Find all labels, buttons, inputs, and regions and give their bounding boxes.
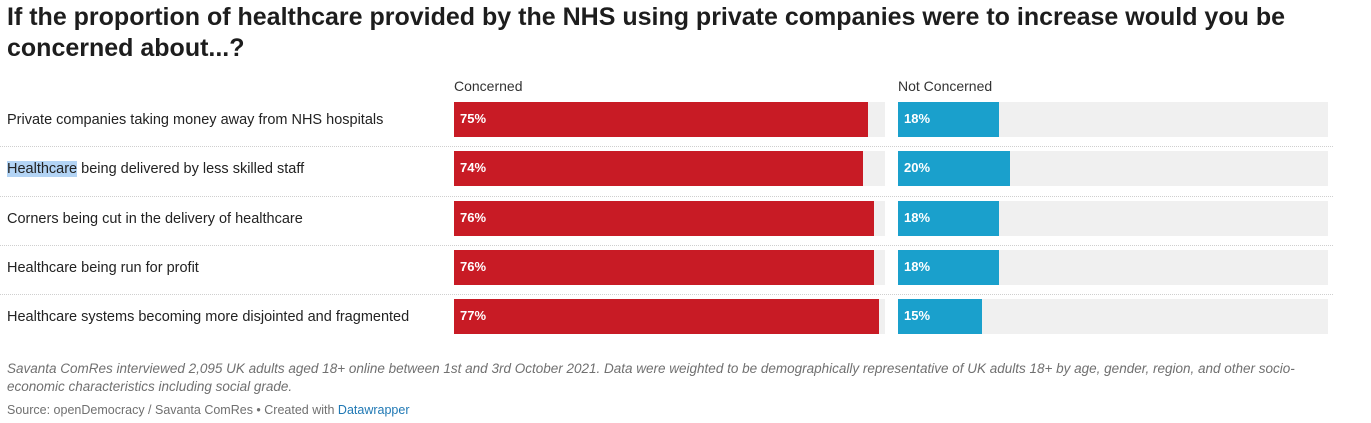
row-divider — [0, 244, 1333, 246]
bar-track: 18% — [898, 200, 1328, 236]
bar-value-label: 75% — [460, 111, 487, 126]
bar-value-label: 18% — [904, 258, 931, 274]
chart-title: If the proportion of healthcare provided… — [7, 3, 1286, 62]
bar-not-concerned: 18% — [898, 200, 999, 236]
column-header-concerned: Concerned — [454, 78, 523, 94]
bar-track: 76% — [454, 200, 885, 236]
bar-track: 15% — [898, 299, 1328, 334]
bar-concerned: 74% — [454, 151, 863, 187]
bar-track: 76% — [454, 249, 885, 285]
category-label: Healthcare being run for profit — [7, 259, 199, 276]
bar-concerned: 75% — [454, 102, 868, 137]
bar-value-label: 76% — [460, 209, 487, 225]
bar-concerned: 76% — [454, 200, 874, 236]
bar-concerned: 76% — [454, 249, 874, 285]
bar-track: 18% — [898, 102, 1328, 137]
row-divider — [0, 294, 1333, 295]
bar-value-label: 74% — [460, 160, 487, 176]
category-label: Healthcare systems becoming more disjoin… — [7, 309, 410, 325]
bar-concerned: 77% — [454, 299, 879, 334]
bar-track: 77% — [454, 299, 885, 334]
bar-value-label: 18% — [904, 209, 931, 225]
chart-notes: Savanta ComRes interviewed 2,095 UK adul… — [7, 361, 1295, 394]
source-text: Source: openDemocracy / Savanta ComRes •… — [7, 403, 338, 417]
datawrapper-link[interactable]: Datawrapper — [337, 403, 410, 417]
bar-track: 18% — [898, 249, 1328, 285]
bar-value-label: 18% — [904, 111, 931, 126]
column-header-not-concerned: Not Concerned — [898, 78, 993, 94]
bar-not-concerned: 15% — [898, 299, 982, 334]
bar-track: 75% — [454, 102, 885, 137]
row-divider — [0, 195, 1333, 197]
bar-not-concerned: 18% — [898, 102, 999, 137]
bar-value-label: 20% — [904, 160, 931, 176]
bar-track: 74% — [454, 151, 885, 187]
bar-track: 20% — [898, 151, 1328, 187]
bar-value-label: 77% — [460, 308, 487, 323]
category-label: Private companies taking money away from… — [7, 112, 384, 128]
chart-source: Source: openDemocracy / Savanta ComRes •… — [7, 403, 410, 417]
category-label: Corners being cut in the delivery of hea… — [7, 210, 303, 227]
bar-value-label: 15% — [904, 308, 931, 323]
category-label: Healthcare being delivered by less skill… — [7, 161, 305, 178]
bar-not-concerned: 20% — [898, 151, 1010, 187]
bar-not-concerned: 18% — [898, 249, 999, 285]
bar-value-label: 76% — [460, 258, 487, 274]
row-divider — [0, 146, 1333, 148]
